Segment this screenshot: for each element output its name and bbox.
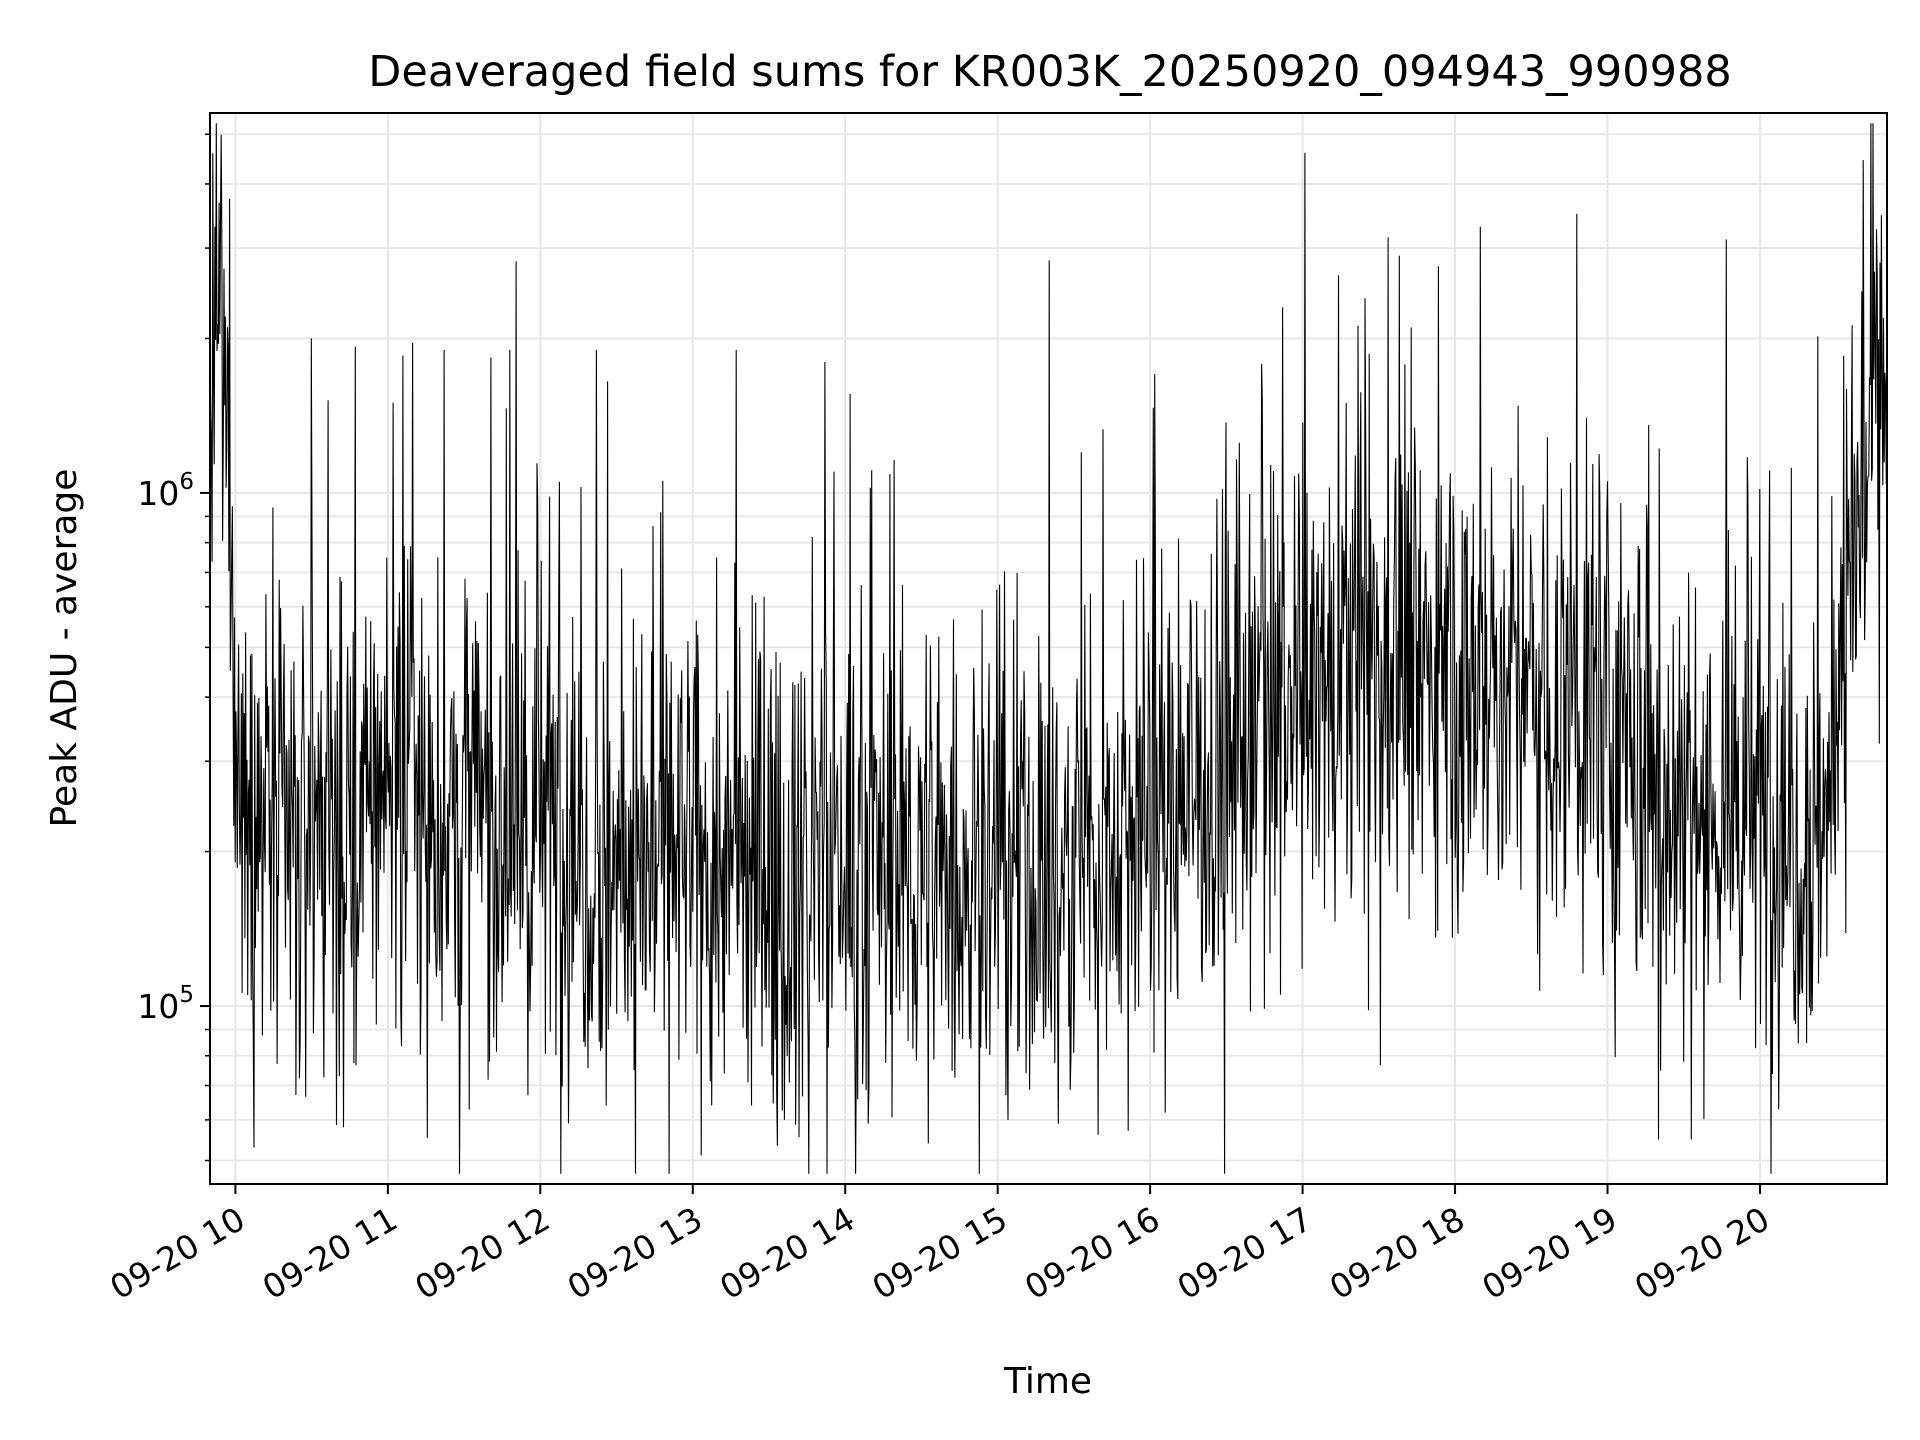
y-tick-label: 105 bbox=[137, 982, 194, 1026]
y-tick-label: 106 bbox=[137, 469, 194, 513]
y-axis-label: Peak ADU - average bbox=[44, 469, 85, 828]
chart-title: Deaveraged field sums for KR003K_2025092… bbox=[368, 47, 1731, 97]
x-axis-label: Time bbox=[1003, 1361, 1092, 1402]
plot-frame bbox=[209, 112, 1888, 1185]
y-axis-ticks: 105 106 bbox=[137, 133, 210, 1162]
series-line bbox=[209, 123, 1888, 1174]
